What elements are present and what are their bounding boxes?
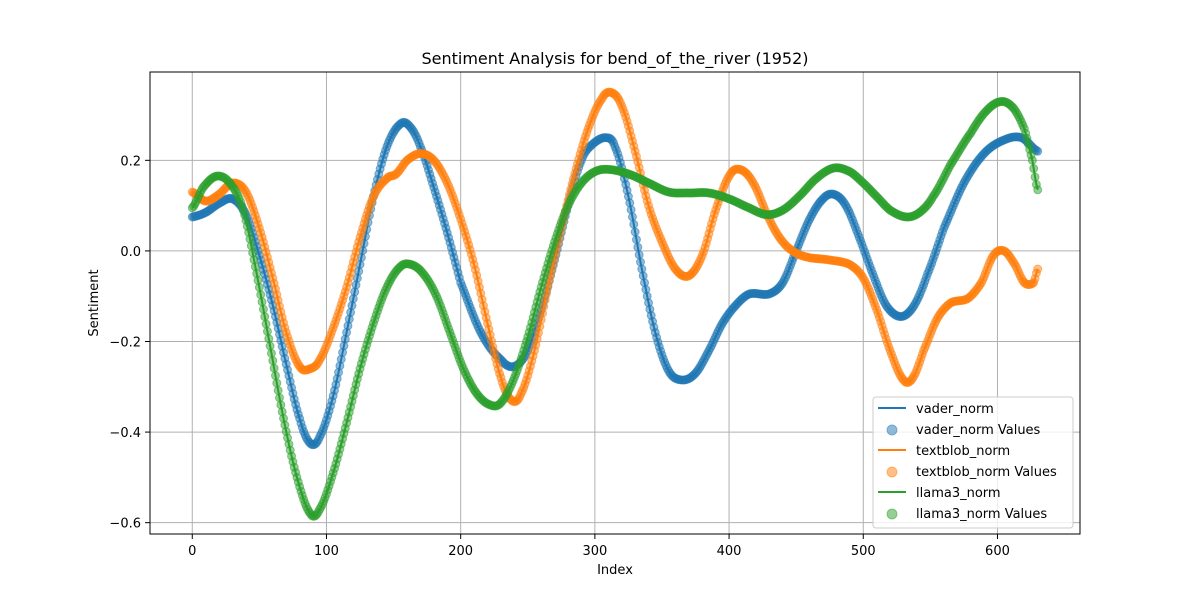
legend-entry-label: llama3_norm — [916, 486, 1001, 501]
y-axis: −0.6 −0.4 −0.2 0.0 0.2 — [109, 154, 150, 532]
legend-entry-label: vader_norm — [916, 402, 994, 417]
x-tick-label: 600 — [985, 544, 1010, 559]
legend-marker-swatch — [886, 424, 898, 436]
x-tick-label: 400 — [717, 544, 742, 559]
x-tick-label: 300 — [582, 544, 607, 559]
plot-frame — [149, 71, 1081, 535]
x-tick-label: 0 — [188, 544, 196, 559]
legend: vader_norm vader_norm Values textblob_norm… — [872, 396, 1074, 529]
legend-entry-label: llama3_norm Values — [916, 507, 1047, 522]
x-axis: 0 100 200 300 400 500 600 — [188, 534, 1010, 559]
y-tick-label: 0.2 — [120, 154, 141, 169]
legend-entry-label: textblob_norm — [916, 444, 1010, 459]
y-tick-label: −0.6 — [109, 517, 141, 532]
x-axis-label: Index — [597, 563, 633, 578]
legend-entry-label: vader_norm Values — [916, 423, 1041, 438]
textblob_norm-line — [191, 91, 1039, 403]
x-tick-label: 200 — [448, 544, 473, 559]
legend-box — [872, 396, 1074, 529]
plot-area — [187, 87, 1043, 521]
legend-marker-swatch — [886, 508, 898, 520]
vader_norm-line — [192, 121, 1039, 446]
y-tick-label: −0.4 — [109, 426, 141, 441]
x-tick-label: 500 — [851, 544, 876, 559]
y-tick-label: −0.2 — [109, 336, 141, 351]
chart-title: Sentiment Analysis for bend_of_the_river… — [421, 49, 808, 69]
llama3_norm-line — [191, 100, 1039, 518]
y-tick-label: 0.0 — [120, 245, 141, 260]
legend-entry-label: textblob_norm Values — [916, 465, 1057, 480]
legend-marker-swatch — [886, 466, 898, 478]
y-axis-label: Sentiment — [87, 269, 102, 336]
series-llama3_norm — [187, 96, 1043, 521]
series-textblob_norm — [187, 87, 1043, 407]
x-tick-label: 100 — [314, 544, 339, 559]
